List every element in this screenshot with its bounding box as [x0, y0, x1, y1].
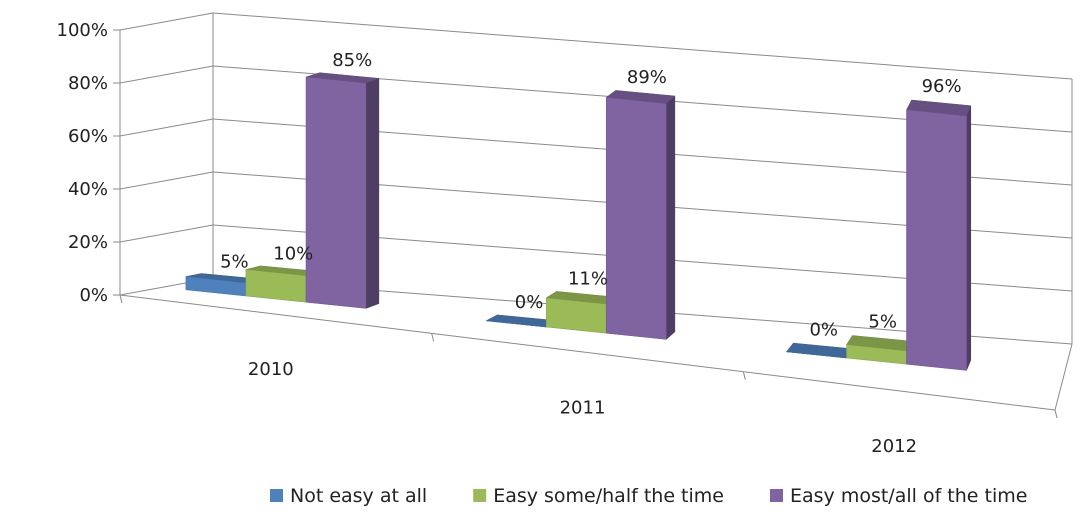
- bar-0-1-top: [485, 314, 558, 328]
- bar-1-1-front: [545, 297, 607, 334]
- x-tick-mark: [1054, 409, 1058, 419]
- data-label: 11%: [568, 268, 608, 289]
- label-layer: 5% 10% 85% 0% 11% 89% 0% 5% 96%: [220, 50, 962, 340]
- y-tick-label: 0%: [79, 285, 108, 306]
- legend-swatch: [473, 489, 487, 502]
- bar-2-2-side: [966, 105, 972, 371]
- y-tick-label: 80%: [68, 73, 108, 94]
- side-gridline: [119, 118, 214, 137]
- data-label: 96%: [922, 76, 962, 97]
- legend-label: Easy some/half the time: [493, 485, 724, 507]
- legend-label: Not easy at all: [290, 485, 427, 507]
- side-gridline: [119, 171, 214, 190]
- side-gridline: [119, 224, 214, 243]
- bar-0-2-top: [785, 342, 853, 359]
- data-label: 5%: [868, 312, 897, 333]
- category-label: 2011: [560, 398, 606, 419]
- data-label: 10%: [273, 244, 313, 265]
- bar-2-0-front: [305, 76, 367, 309]
- floor-right-line: [1054, 343, 1073, 411]
- side-gridline: [119, 65, 214, 84]
- data-label: 85%: [332, 50, 372, 71]
- bar-2-1-side: [666, 95, 676, 340]
- legend-label: Easy most/all of the time: [790, 485, 1027, 507]
- y-tick-label: 60%: [68, 126, 108, 147]
- x-axis-line: [119, 294, 1056, 411]
- category-label: 2010: [248, 359, 294, 380]
- x-tick-mark: [431, 333, 435, 342]
- bar-layer: [185, 72, 972, 371]
- data-label: 0%: [809, 319, 838, 340]
- y-tick-label: 20%: [68, 232, 108, 253]
- bar-2-1-front: [605, 97, 667, 340]
- side-gridline: [119, 12, 214, 31]
- data-label: 5%: [220, 251, 249, 272]
- legend-swatch: [769, 489, 783, 502]
- y-tick-label: 100%: [57, 20, 108, 41]
- bar-2-0-side: [365, 78, 380, 309]
- data-label: 0%: [515, 292, 544, 313]
- gridline: [212, 12, 1073, 80]
- legend: Not easy at all Easy some/half the time Ea…: [270, 485, 1027, 507]
- bar-2-2-front: [906, 109, 967, 371]
- x-tick-mark: [119, 294, 123, 304]
- data-label: 89%: [627, 67, 667, 88]
- category-label: 2012: [871, 436, 917, 457]
- x-tick-mark: [742, 371, 746, 380]
- legend-swatch: [270, 489, 283, 502]
- y-tick-label: 40%: [68, 179, 108, 200]
